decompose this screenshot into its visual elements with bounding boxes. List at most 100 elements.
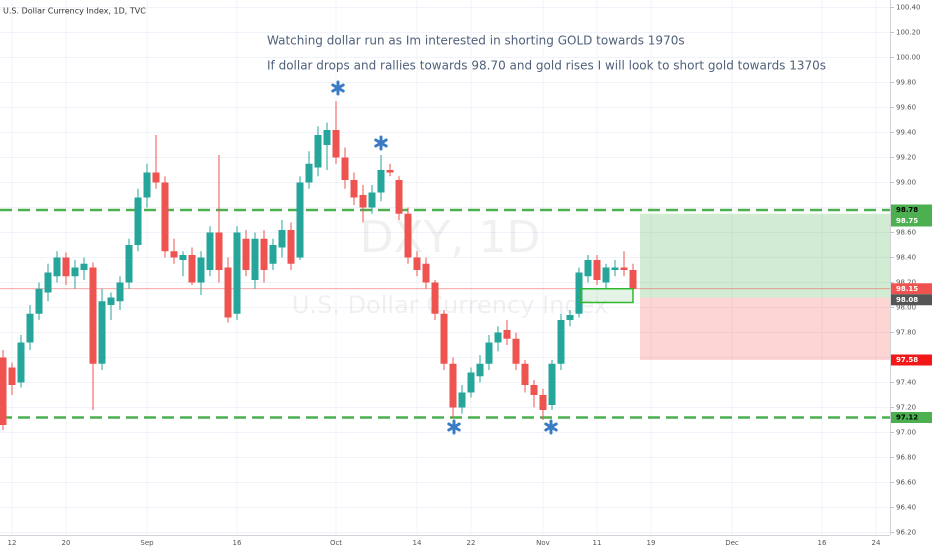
candle-body: [467, 372, 475, 393]
y-tick-label: 97.40: [896, 379, 916, 387]
candle-body: [44, 272, 52, 293]
candle-body: [512, 338, 520, 364]
candle-body: [296, 182, 304, 258]
grid: [0, 0, 890, 535]
price-label: 97.12: [896, 414, 918, 422]
y-tick-label: 97.00: [896, 429, 916, 437]
candle-body: [179, 255, 187, 260]
candle-body: [8, 367, 16, 385]
candle-body: [278, 230, 286, 248]
candle-body: [485, 342, 493, 364]
watermark: DXY, 1D: [360, 212, 541, 263]
price-label: 98.78: [896, 206, 918, 214]
y-tick-label: 97.80: [896, 329, 916, 337]
star: [447, 419, 461, 435]
candle-body: [53, 257, 61, 277]
price-label-box: [891, 215, 932, 227]
candle-body: [125, 245, 133, 283]
candle-body: [503, 330, 511, 339]
y-tick-label: 99.40: [896, 129, 916, 137]
candle-body: [368, 192, 376, 208]
candle-body: [35, 288, 43, 314]
candle-body: [0, 357, 7, 425]
price-label-box: [891, 354, 932, 366]
candle-body: [224, 267, 232, 318]
stop-zone: [640, 297, 890, 360]
candle-body: [71, 267, 79, 277]
price-label: 98.15: [896, 285, 918, 293]
y-tick-label: 98.40: [896, 254, 916, 262]
candle-body: [269, 245, 277, 264]
candle-body: [395, 180, 403, 214]
price-label-box: [891, 204, 932, 216]
x-tick-label: 16: [233, 539, 242, 547]
candle-body: [188, 255, 196, 283]
y-tick-label: 98.00: [896, 304, 916, 312]
candle-body: [287, 230, 295, 264]
plot: [0, 101, 890, 430]
candle-body: [530, 385, 538, 395]
candle-body: [323, 130, 331, 145]
x-tick-label: Nov: [536, 539, 550, 547]
candle-body: [620, 267, 628, 270]
candle-body: [260, 238, 268, 270]
y-tick-label: 96.80: [896, 454, 916, 462]
price-label-box: [891, 412, 932, 423]
candle-body: [422, 263, 430, 283]
candle-body: [431, 282, 439, 314]
candle-body: [548, 363, 556, 405]
chart-title: U.S. Dollar Currency Index, 1D, TVC: [3, 7, 146, 16]
candle-body: [80, 263, 88, 270]
price-label: 98.75: [896, 217, 918, 225]
candle-body: [215, 232, 223, 270]
y-tick-label: 98.20: [896, 279, 916, 287]
candle-body: [233, 232, 241, 314]
x-tick-label: 19: [647, 539, 656, 547]
candle-body: [341, 157, 349, 180]
y-tick-label: 98.60: [896, 229, 916, 237]
x-tick-label: Oct: [330, 539, 342, 547]
star: [374, 135, 388, 151]
candle-body: [611, 267, 619, 270]
candle-body: [593, 260, 601, 280]
candle-body: [62, 257, 70, 277]
y-tick-label: 97.20: [896, 404, 916, 412]
y-tick-label: 100.20: [896, 29, 921, 37]
star: [544, 419, 558, 435]
candle-body: [566, 315, 574, 320]
candle-body: [206, 232, 214, 270]
price-label: 98.08: [896, 296, 918, 304]
candle-body: [413, 257, 421, 270]
candle-body: [575, 272, 583, 314]
candle-body: [359, 195, 367, 208]
price-label-box: [891, 283, 932, 295]
stars: [331, 80, 558, 435]
y-tick-label: 99.60: [896, 104, 916, 112]
candle-body: [629, 270, 637, 289]
candle-body: [152, 172, 160, 183]
candle-body: [170, 251, 178, 258]
candle-body: [305, 163, 313, 183]
candle-body: [197, 257, 205, 283]
x-tick-label: 14: [413, 539, 422, 547]
candle-body: [539, 395, 547, 410]
candle-body: [584, 260, 592, 277]
watermark-subtitle: U.S. Dollar Currency Index: [292, 291, 608, 319]
y-tick-label: 99.20: [896, 154, 916, 162]
entry-zone: [580, 288, 634, 304]
candle-body: [98, 301, 106, 364]
candle-body: [449, 363, 457, 408]
candle-body: [386, 170, 394, 173]
price-label-box: [891, 294, 932, 306]
annotation: If dollar drops and rallies towards 98.7…: [267, 59, 826, 73]
candle-body: [143, 172, 151, 198]
candle-body: [251, 238, 259, 280]
candle-body: [134, 197, 142, 245]
target-zone: [640, 213, 890, 298]
candle-body: [242, 238, 250, 270]
x-tick-label: 11: [593, 539, 602, 547]
x-tick-label: 22: [467, 539, 476, 547]
x-tick-label: Sep: [140, 539, 154, 547]
